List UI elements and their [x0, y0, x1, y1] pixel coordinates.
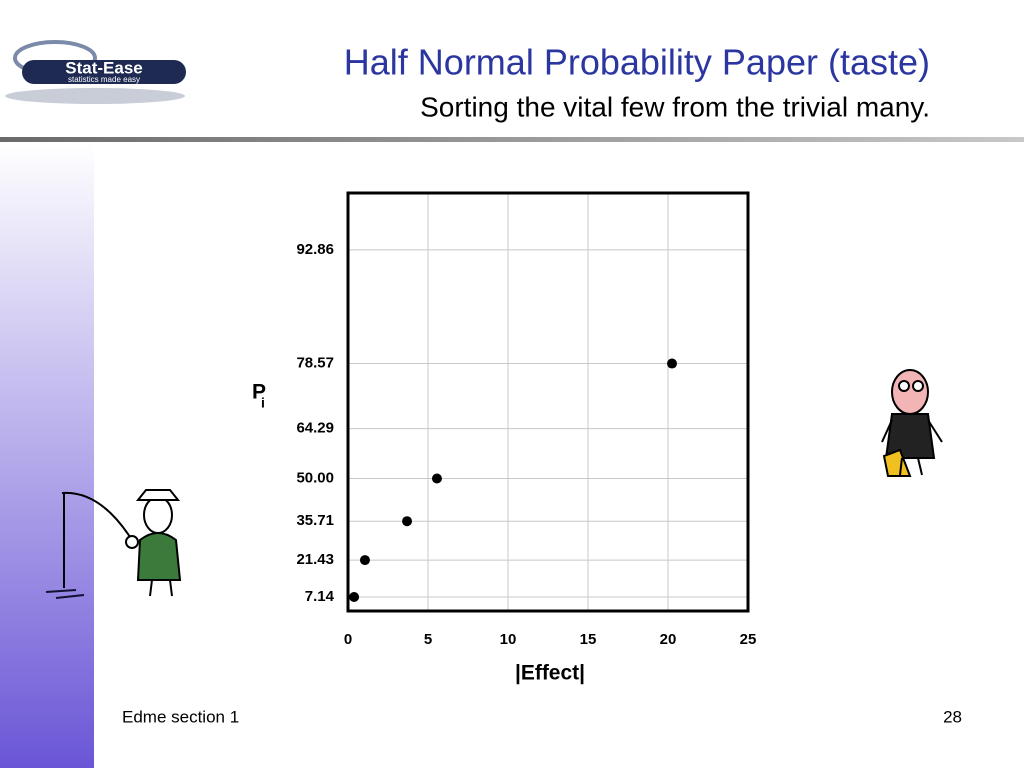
x-tick-label: 20: [660, 631, 677, 648]
plot: 0 5 10 15 20 25 7.14 21.43 35.71 50.00 64.29 78.57 9…: [252, 191, 757, 685]
plot-frame: [346, 191, 750, 613]
y-tick-label: 78.57: [296, 355, 334, 372]
data-point: [359, 555, 370, 566]
data-point: [349, 592, 360, 603]
logo-name: Stat-Ease: [65, 58, 142, 77]
x-tick-label: 0: [344, 631, 352, 648]
logo-tagline: statistics made easy: [68, 75, 140, 84]
x-tick-label: 5: [424, 631, 432, 648]
bell-man-illustration: [881, 369, 943, 477]
y-tick-label: 64.29: [296, 420, 334, 437]
y-axis-label-subscript: i: [261, 395, 265, 411]
fisherman-illustration: [45, 489, 182, 599]
y-tick-label: 21.43: [296, 551, 334, 568]
footer-left: Edme section 1: [122, 707, 239, 726]
y-tick-label: 92.86: [296, 241, 334, 258]
data-point: [402, 516, 413, 527]
title: Half Normal Probability Paper (taste): [344, 42, 930, 83]
x-tick-label: 15: [580, 631, 597, 648]
y-axis-label: P: [252, 381, 266, 404]
subtitle: Sorting the vital few from the trivial m…: [420, 91, 930, 122]
y-tick-label: 7.14: [305, 588, 335, 605]
data-point: [431, 473, 442, 484]
logo: Stat-Ease statistics made easy: [5, 40, 186, 104]
x-tick-label: 10: [500, 631, 517, 648]
y-tick-label: 35.71: [296, 512, 334, 529]
side-band: [0, 143, 94, 768]
header-rule: [0, 137, 1024, 142]
data-point: [667, 358, 677, 369]
x-tick-label: 25: [740, 631, 757, 648]
page-number: 28: [943, 707, 962, 726]
y-tick-label: 50.00: [296, 469, 334, 486]
x-axis-label: |Effect|: [515, 662, 585, 685]
